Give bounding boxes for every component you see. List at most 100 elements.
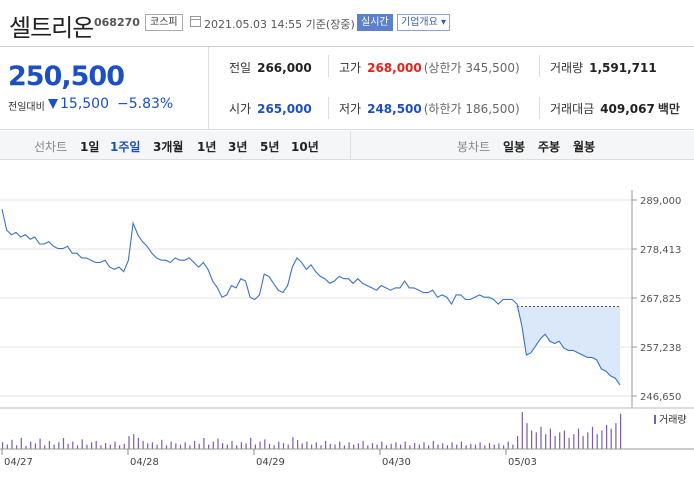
volume-bar: [545, 434, 547, 449]
x-tick-label: 04/29: [256, 457, 285, 468]
volume-bar: [601, 430, 603, 449]
volume-bar: [409, 445, 411, 449]
range-10y[interactable]: 10년: [291, 140, 319, 154]
volume-bar: [376, 444, 378, 449]
volume-bar: [414, 443, 416, 449]
volume-bar: [198, 443, 200, 449]
volume-bar: [44, 445, 46, 449]
volume-bar: [250, 437, 252, 449]
y-tick-label: 246,650: [640, 392, 681, 403]
volume-bar: [493, 444, 495, 449]
volume-bar: [268, 443, 271, 449]
volume-bar: [381, 441, 383, 449]
volume-bar: [343, 445, 345, 449]
volume-bar: [86, 444, 88, 449]
volume-bar: [34, 443, 36, 449]
volume-bar: [390, 443, 392, 449]
volume-bar: [119, 445, 121, 449]
volume-bar: [226, 444, 228, 449]
range-3m[interactable]: 3개월: [153, 140, 184, 154]
volume-bar: [179, 444, 182, 449]
volume-bar: [339, 441, 341, 449]
volume-bar: [395, 442, 397, 449]
volume-bar: [175, 443, 177, 449]
volume-legend-label: 거래량: [659, 414, 687, 426]
volume-bar: [11, 439, 13, 450]
volume-bar: [212, 441, 214, 449]
y-tick-label: 257,238: [640, 343, 681, 354]
volume-bar: [596, 434, 598, 449]
volume-bar: [16, 445, 18, 449]
x-tick-label: 04/30: [382, 457, 411, 468]
volume-bar: [278, 441, 280, 449]
market-badge: 코스피: [145, 14, 183, 31]
volume-bar: [95, 440, 97, 449]
volume-bar: [297, 440, 299, 449]
volume-bar: [437, 444, 439, 449]
volume-bar: [549, 428, 551, 449]
x-tick-label: 05/03: [508, 457, 537, 468]
volume-bar: [456, 444, 458, 449]
realtime-button[interactable]: 실시간: [357, 14, 393, 31]
volume-bar: [498, 443, 500, 449]
volume-bar: [334, 444, 336, 449]
x-tick-label: 04/27: [4, 457, 33, 468]
volume-bar: [460, 441, 462, 449]
volume-bar: [208, 444, 210, 449]
volume-bar: [100, 445, 102, 449]
volume-bar: [568, 437, 570, 449]
volume-bar: [615, 423, 617, 449]
volume-bar: [418, 444, 420, 449]
volume-bar: [273, 445, 275, 449]
range-3y[interactable]: 3년: [228, 140, 248, 154]
volume-bar: [488, 443, 491, 449]
volume-bar: [587, 432, 589, 450]
volume-bar: [474, 444, 477, 449]
change-percent: −5.83%: [117, 96, 174, 112]
company-info-dropdown[interactable]: 기업개요 ▾: [397, 14, 450, 31]
volume-bar: [591, 426, 594, 449]
candle-weekly[interactable]: 주봉: [538, 140, 561, 154]
volume-bar: [58, 442, 60, 449]
volume-bar: [264, 439, 266, 449]
volume-bar: [231, 440, 233, 449]
trade-value: 거래대금 409,067 백만: [550, 102, 680, 116]
range-1y[interactable]: 1년: [197, 140, 217, 154]
volume-bar: [39, 438, 41, 449]
upper-limit: (상한가 345,500): [423, 61, 520, 75]
volume-bar: [320, 445, 322, 449]
volume-bar: [325, 440, 327, 449]
stock-name: 셀트리온: [9, 14, 94, 42]
volume-bar: [76, 445, 79, 449]
volume-bar: [559, 432, 561, 450]
volume-bar: [526, 423, 528, 449]
range-5y[interactable]: 5년: [260, 140, 280, 154]
volume-bar: [222, 443, 224, 449]
volume-bar: [161, 439, 163, 450]
volume-bar: [48, 440, 50, 449]
volume-bar: [20, 437, 22, 449]
low-value: 248,500: [367, 102, 422, 116]
y-tick-label: 289,000: [640, 196, 681, 207]
stock-code: 068270: [94, 16, 140, 29]
price-chart[interactable]: 289,000 278,413 267,825 257,238 246,650 거래량 …: [0, 160, 694, 479]
range-1w[interactable]: 1주일: [110, 140, 141, 154]
volume-bar: [610, 428, 612, 449]
volume-bar: [385, 445, 388, 449]
volume-bar: [315, 442, 317, 449]
low-price: 저가 248,500 (하한가 186,500): [339, 102, 520, 116]
volume-bar: [531, 430, 533, 449]
volume-bar: [245, 443, 247, 449]
volume-bar: [446, 445, 448, 449]
volume-bar: [465, 445, 467, 449]
down-arrow-icon: [48, 99, 58, 109]
volume-bar: [517, 436, 519, 449]
candle-monthly[interactable]: 월봉: [573, 140, 596, 154]
volume-bar: [428, 445, 430, 449]
range-1d[interactable]: 1일: [80, 140, 100, 154]
volume-bar: [582, 436, 584, 449]
below-prev-close-fill: [517, 306, 620, 386]
volume-bar: [306, 441, 308, 449]
candle-daily[interactable]: 일봉: [503, 140, 526, 154]
